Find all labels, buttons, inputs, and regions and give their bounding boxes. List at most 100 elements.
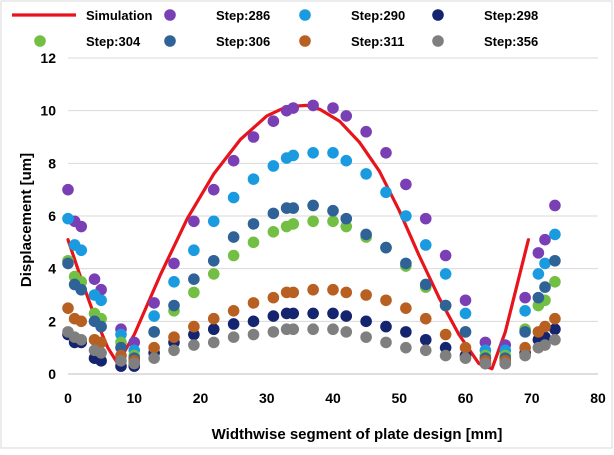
y-tick-label: 2 xyxy=(48,313,56,329)
data-point xyxy=(380,147,392,159)
data-point xyxy=(439,328,452,341)
data-point xyxy=(227,249,240,262)
data-point xyxy=(519,349,531,362)
data-point xyxy=(168,276,180,288)
y-tick-label: 8 xyxy=(48,155,56,171)
data-point xyxy=(327,204,339,217)
data-point xyxy=(207,312,220,325)
y-axis-label: Displacement [um] xyxy=(18,153,35,287)
x-tick-label: 80 xyxy=(590,390,606,406)
data-point xyxy=(419,312,432,325)
data-point xyxy=(549,323,561,336)
data-point xyxy=(75,220,88,233)
data-point xyxy=(380,241,392,254)
data-point xyxy=(539,257,551,270)
x-tick-label: 50 xyxy=(391,390,407,406)
data-point xyxy=(267,115,280,127)
data-point xyxy=(327,323,339,336)
data-point xyxy=(95,294,107,307)
legend-item: Simulation xyxy=(12,8,153,23)
data-point xyxy=(88,273,101,286)
data-point xyxy=(549,228,561,241)
data-point xyxy=(307,199,319,212)
data-point xyxy=(419,333,432,346)
legend-item: Step:298 xyxy=(432,8,538,23)
data-point xyxy=(340,110,353,122)
data-point xyxy=(115,355,127,367)
y-tick-label: 12 xyxy=(40,50,56,66)
data-point xyxy=(439,249,452,262)
data-point xyxy=(549,333,561,346)
data-point xyxy=(519,291,531,304)
data-point xyxy=(267,226,280,238)
data-point xyxy=(128,357,141,370)
data-point xyxy=(267,326,280,338)
data-point xyxy=(360,315,372,328)
data-point xyxy=(75,315,88,328)
data-point xyxy=(227,305,240,317)
legend-label: Simulation xyxy=(86,8,153,23)
data-point xyxy=(419,344,432,357)
data-point xyxy=(287,323,300,336)
data-point xyxy=(247,173,260,185)
data-point xyxy=(267,160,280,172)
data-point xyxy=(227,318,240,330)
data-point xyxy=(400,178,412,191)
legend-label: Step:356 xyxy=(484,34,538,49)
data-point xyxy=(62,183,74,196)
data-point xyxy=(207,336,220,349)
data-point xyxy=(479,357,492,370)
data-point xyxy=(459,307,472,320)
x-axis-label: Widthwise segment of plate design [mm] xyxy=(212,426,503,443)
legend-label: Step:290 xyxy=(351,8,405,23)
data-point xyxy=(95,320,107,333)
legend-swatch-marker xyxy=(34,35,46,47)
data-point xyxy=(307,215,319,228)
data-point xyxy=(267,310,280,322)
data-point xyxy=(327,307,339,320)
data-point xyxy=(539,281,551,293)
legend-swatch-marker xyxy=(164,9,176,21)
x-tick-label: 0 xyxy=(64,390,72,406)
data-point xyxy=(148,297,160,309)
data-point xyxy=(247,328,260,341)
data-point xyxy=(380,320,392,333)
data-point xyxy=(168,331,180,343)
data-point xyxy=(549,276,561,288)
data-point xyxy=(148,341,160,354)
data-point xyxy=(75,244,88,257)
data-point xyxy=(287,307,300,320)
legend-item: Step:286 xyxy=(164,8,270,23)
legend-swatch-marker xyxy=(164,35,176,47)
data-point xyxy=(75,283,88,296)
data-point xyxy=(360,168,372,180)
data-point xyxy=(62,212,74,225)
legend-item: Step:356 xyxy=(432,34,538,49)
data-point xyxy=(247,297,260,309)
data-point xyxy=(327,102,339,114)
legend-label: Step:311 xyxy=(351,34,404,49)
data-point xyxy=(168,299,180,312)
data-point xyxy=(327,215,339,228)
data-point xyxy=(419,278,432,291)
data-point xyxy=(62,257,74,270)
data-point xyxy=(532,291,545,304)
data-point xyxy=(419,212,432,225)
data-point xyxy=(400,257,412,270)
y-tick-label: 6 xyxy=(48,208,56,224)
data-point xyxy=(247,315,260,328)
x-tick-label: 40 xyxy=(325,390,341,406)
data-point xyxy=(188,215,200,228)
data-point xyxy=(95,347,107,359)
data-point xyxy=(188,273,200,286)
data-point xyxy=(148,326,160,338)
data-point xyxy=(459,352,472,365)
legend-label: Step:306 xyxy=(216,34,270,49)
data-point xyxy=(307,147,319,159)
legend-label: Step:286 xyxy=(216,8,270,23)
data-point xyxy=(400,326,412,338)
data-point xyxy=(539,320,551,333)
